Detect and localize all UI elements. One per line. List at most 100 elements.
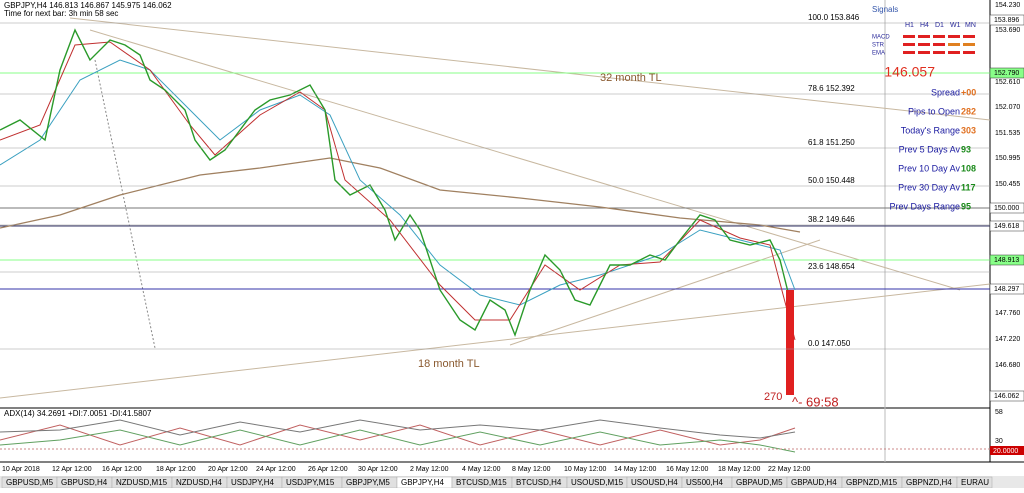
- price-box-label: 148.913: [994, 257, 1019, 264]
- date-tick: 18 May 12:00: [718, 466, 761, 473]
- stat-value: 303: [961, 125, 976, 135]
- signal-cell: [933, 43, 945, 46]
- adx-main: [0, 419, 796, 439]
- fib-label: 23.6 148.654: [808, 262, 855, 271]
- stat-value: 108: [961, 163, 976, 173]
- panel-price: 146.057: [884, 64, 935, 80]
- price-box-label: 149.618: [994, 223, 1019, 230]
- price-box-label: 150.000: [994, 205, 1019, 212]
- price-box: [989, 14, 1024, 26]
- price-tick: 154.230: [995, 2, 1020, 9]
- tab-label[interactable]: EURAU: [961, 478, 989, 487]
- tab-label[interactable]: NZDUSD,M15: [116, 478, 168, 487]
- price-tick: 150.455: [995, 181, 1020, 188]
- price-box-label: 152.790: [994, 70, 1019, 77]
- date-tick: 26 Apr 12:00: [308, 466, 348, 473]
- annotation: 18 month TL: [418, 358, 480, 370]
- stat-value: +00: [961, 87, 976, 97]
- signal-cell: [903, 43, 915, 46]
- tab-label[interactable]: GBPAUD,H4: [791, 478, 837, 487]
- tab-label[interactable]: USOUSD,M15: [571, 478, 624, 487]
- price-tick: 151.535: [995, 130, 1020, 137]
- price-box: [989, 283, 1024, 295]
- trend-line: [0, 283, 991, 399]
- stat-label: Prev Days Range: [889, 201, 960, 211]
- price-box: [989, 67, 1024, 79]
- tab-label[interactable]: US500,H4: [686, 478, 723, 487]
- signal-cell: [948, 51, 960, 54]
- timeframe: W1: [950, 22, 961, 29]
- stat-label: Prev 30 Day Av: [898, 182, 960, 192]
- tab-label[interactable]: GBPAUD,M5: [736, 478, 783, 487]
- date-tick: 10 Apr 2018: [2, 466, 40, 473]
- price-box: [989, 220, 1024, 232]
- stat-value: 117: [961, 182, 976, 192]
- adx-label: ADX(14) 34.2691 +DI:7.0051 -DI:41.5807: [4, 409, 152, 418]
- price-box-label: 153.896: [994, 17, 1019, 24]
- signal-cell: [918, 43, 930, 46]
- ma-200: [0, 157, 801, 233]
- signal-row: MACD: [872, 35, 890, 41]
- adx-plus: [0, 429, 796, 453]
- fib-label: 100.0 153.846: [808, 13, 860, 22]
- stat-value: 282: [961, 106, 976, 116]
- price-tick: 153.690: [995, 27, 1020, 34]
- price-tick: 147.760: [995, 310, 1020, 317]
- last-candle: [786, 290, 794, 395]
- price-tick: 147.220: [995, 336, 1020, 343]
- annotation: ^- 69:58: [792, 394, 839, 409]
- signal-row: EMA: [872, 51, 885, 57]
- tab-label[interactable]: USDJPY,H4: [231, 478, 275, 487]
- stat-label: Prev 5 Days Av: [899, 144, 961, 154]
- date-tick: 2 May 12:00: [410, 466, 449, 473]
- stat-value: 95: [961, 201, 971, 211]
- price-box: [989, 390, 1024, 402]
- panel-title: Signals: [872, 5, 898, 14]
- price-box-label: 148.297: [994, 286, 1019, 293]
- date-tick: 16 Apr 12:00: [102, 466, 142, 473]
- price-tick: 146.680: [995, 362, 1020, 369]
- tab-label[interactable]: USOUSD,H4: [631, 478, 678, 487]
- price-tick: 150.995: [995, 155, 1020, 162]
- date-tick: 16 May 12:00: [666, 466, 709, 473]
- adx-tick: 30: [995, 438, 1003, 445]
- price-box-label: 146.062: [994, 393, 1019, 400]
- fib-label: 78.6 152.392: [808, 84, 855, 93]
- date-tick: 30 Apr 12:00: [358, 466, 398, 473]
- stat-label: Today's Range: [901, 125, 960, 135]
- stat-label: Prev 10 Day Av: [898, 163, 960, 173]
- tab-label[interactable]: GBPJPY,M5: [346, 478, 390, 487]
- signal-cell: [918, 35, 930, 38]
- tab-label[interactable]: NZDUSD,H4: [176, 478, 222, 487]
- adx-minus: [0, 424, 796, 446]
- timeframe: MN: [965, 22, 976, 29]
- signal-cell: [918, 51, 930, 54]
- trend-line: [509, 239, 821, 346]
- tab-label[interactable]: GBPUSD,M5: [6, 478, 54, 487]
- price-box: [989, 254, 1024, 266]
- tab-label[interactable]: GBPNZD,H4: [906, 478, 952, 487]
- tab-label[interactable]: BTCUSD,M15: [456, 478, 507, 487]
- tab-label[interactable]: BTCUSD,H4: [516, 478, 562, 487]
- date-tick: 20 Apr 12:00: [208, 466, 248, 473]
- signal-cell: [948, 35, 960, 38]
- signal-cell: [933, 35, 945, 38]
- date-tick: 14 May 12:00: [614, 466, 657, 473]
- tab-label[interactable]: USDJPY,M15: [286, 478, 335, 487]
- trend-line: [69, 17, 991, 121]
- fib-label: 0.0 147.050: [808, 339, 851, 348]
- adx-box-label: 20.0000: [993, 448, 1018, 455]
- stat-label: Pips to Open: [908, 106, 960, 116]
- date-tick: 8 May 12:00: [512, 466, 551, 473]
- tab-label[interactable]: GBPJPY,H4: [401, 478, 445, 487]
- signal-cell: [903, 35, 915, 38]
- tab-label[interactable]: GBPUSD,H4: [61, 478, 108, 487]
- date-tick: 24 Apr 12:00: [256, 466, 296, 473]
- stat-value: 93: [961, 144, 971, 154]
- tab-label[interactable]: GBPNZD,M15: [846, 478, 898, 487]
- signal-row: STR: [872, 43, 885, 49]
- signal-cell: [963, 35, 975, 38]
- adx-tick: 58: [995, 409, 1003, 416]
- header-symbol: GBPJPY,H4 146.813 146.867 145.975 146.06…: [4, 1, 172, 10]
